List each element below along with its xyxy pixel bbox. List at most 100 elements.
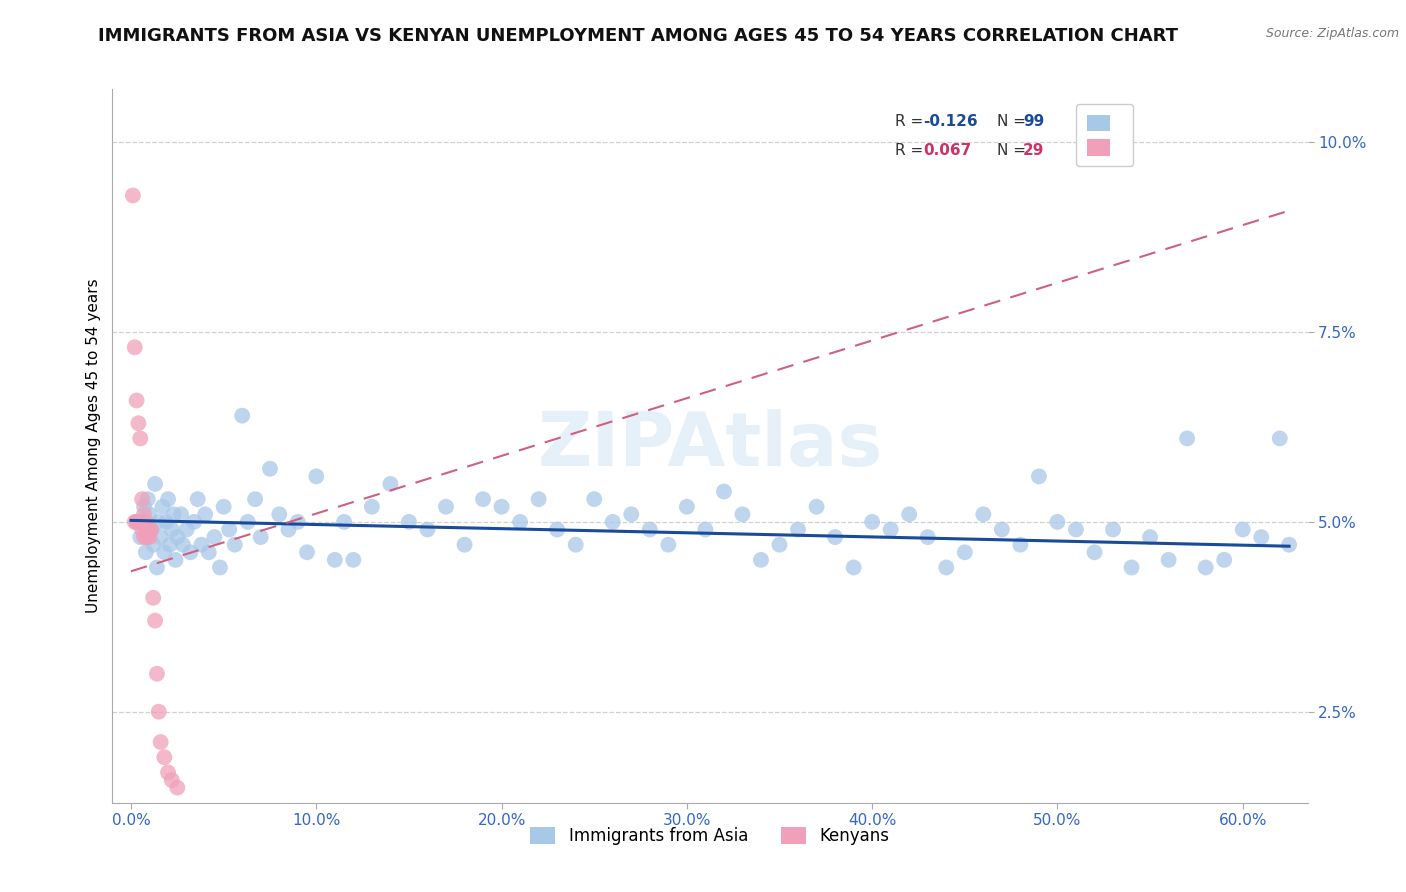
Point: [491, 500, 513, 514]
Point: [1102, 523, 1125, 537]
Point: [157, 765, 180, 780]
Point: [860, 515, 883, 529]
Text: ZIPAtlas: ZIPAtlas: [537, 409, 883, 483]
Point: [1278, 538, 1301, 552]
Point: [212, 500, 235, 514]
Point: [1083, 545, 1105, 559]
Point: [218, 523, 240, 537]
Point: [824, 530, 846, 544]
Point: [135, 515, 157, 529]
Point: [138, 523, 160, 537]
Point: [141, 523, 163, 537]
Point: [136, 492, 159, 507]
Text: 99: 99: [1024, 114, 1045, 129]
Point: [398, 515, 420, 529]
Point: [125, 393, 148, 408]
Point: [360, 500, 382, 514]
Point: [148, 705, 170, 719]
Y-axis label: Unemployment Among Ages 45 to 54 years: Unemployment Among Ages 45 to 54 years: [86, 278, 101, 614]
Point: [179, 545, 201, 559]
Point: [166, 780, 188, 795]
Text: Source: ZipAtlas.com: Source: ZipAtlas.com: [1265, 27, 1399, 40]
Point: [135, 545, 157, 559]
Point: [953, 545, 976, 559]
Text: -0.126: -0.126: [922, 114, 977, 129]
Point: [166, 530, 188, 544]
Point: [160, 772, 183, 787]
Text: 0.067: 0.067: [922, 143, 972, 158]
Point: [898, 508, 921, 522]
Point: [695, 523, 717, 537]
Point: [136, 523, 159, 537]
Point: [657, 538, 679, 552]
Point: [152, 500, 174, 514]
Point: [787, 523, 810, 537]
Point: [1121, 560, 1143, 574]
Point: [259, 462, 281, 476]
Point: [972, 508, 994, 522]
Point: [142, 538, 165, 552]
Point: [131, 492, 153, 507]
Point: [155, 515, 177, 529]
Point: [190, 538, 212, 552]
Text: N =: N =: [997, 143, 1031, 158]
Point: [602, 515, 624, 529]
Point: [1010, 538, 1032, 552]
Point: [416, 523, 439, 537]
Point: [153, 545, 176, 559]
Point: [148, 515, 170, 529]
Text: N =: N =: [997, 114, 1031, 129]
Point: [208, 560, 231, 574]
Point: [143, 614, 166, 628]
Point: [129, 530, 152, 544]
Text: R =: R =: [896, 114, 928, 129]
Text: R =: R =: [896, 143, 928, 158]
Point: [323, 553, 346, 567]
Point: [162, 508, 184, 522]
Point: [138, 530, 160, 544]
Point: [141, 523, 163, 537]
Point: [1213, 553, 1236, 567]
Point: [136, 530, 159, 544]
Point: [1232, 523, 1254, 537]
Point: [146, 666, 169, 681]
Point: [527, 492, 550, 507]
Point: [121, 188, 143, 202]
Point: [202, 530, 225, 544]
Point: [1175, 431, 1198, 445]
Point: [991, 523, 1014, 537]
Point: [1064, 523, 1087, 537]
Legend: Immigrants from Asia, Kenyans: Immigrants from Asia, Kenyans: [523, 820, 897, 852]
Point: [249, 530, 271, 544]
Point: [236, 515, 259, 529]
Point: [149, 735, 172, 749]
Point: [638, 523, 661, 537]
Point: [768, 538, 790, 552]
Point: [142, 591, 165, 605]
Point: [132, 508, 155, 522]
Point: [1046, 515, 1069, 529]
Point: [1028, 469, 1050, 483]
Point: [1157, 553, 1180, 567]
Point: [806, 500, 828, 514]
Point: [224, 538, 246, 552]
Point: [127, 416, 149, 430]
Point: [124, 340, 146, 354]
Point: [472, 492, 495, 507]
Point: [564, 538, 586, 552]
Text: 29: 29: [1024, 143, 1045, 158]
Point: [132, 500, 155, 514]
Point: [935, 560, 957, 574]
Point: [342, 553, 364, 567]
Point: [583, 492, 606, 507]
Point: [749, 553, 772, 567]
Point: [129, 431, 152, 445]
Point: [160, 523, 183, 537]
Point: [125, 515, 148, 529]
Point: [453, 538, 475, 552]
Point: [269, 508, 291, 522]
Point: [124, 515, 146, 529]
Point: [917, 530, 939, 544]
Point: [287, 515, 309, 529]
Point: [333, 515, 356, 529]
